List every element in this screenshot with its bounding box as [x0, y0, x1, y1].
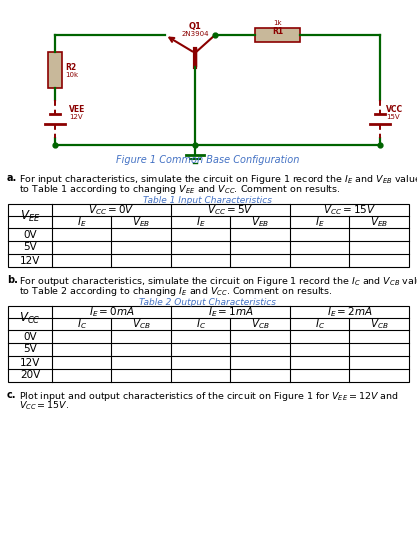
Text: $V_{CB}$: $V_{CB}$	[132, 317, 151, 331]
Text: $V_{CC} = 15V$.: $V_{CC} = 15V$.	[19, 400, 69, 413]
Text: $V_{CC}=5V$: $V_{CC}=5V$	[207, 203, 254, 217]
Text: $I_E$: $I_E$	[315, 215, 324, 229]
Text: VCC: VCC	[386, 105, 403, 113]
Text: 15V: 15V	[386, 114, 399, 120]
Text: $V_{CB}$: $V_{CB}$	[251, 317, 270, 331]
Text: $V_{CC}=0V$: $V_{CC}=0V$	[88, 203, 135, 217]
Text: $V_{CC}=15V$: $V_{CC}=15V$	[323, 203, 376, 217]
Text: $I_C$: $I_C$	[77, 317, 87, 331]
Text: 5V: 5V	[23, 345, 37, 355]
Bar	[8, 306, 409, 382]
Text: $I_C$: $I_C$	[315, 317, 325, 331]
Text: $I_E=2mA$: $I_E=2mA$	[327, 305, 372, 319]
Text: a.: a.	[7, 173, 17, 183]
Text: 2N3904: 2N3904	[181, 31, 209, 37]
Text: R2: R2	[65, 62, 76, 72]
Text: to Table 1 according to changing $V_{EE}$ and $V_{CC}$. Comment on results.: to Table 1 according to changing $V_{EE}…	[19, 183, 341, 196]
Text: 12V: 12V	[69, 114, 83, 120]
Text: For output characteristics, simulate the circuit on Figure 1 record the $I_C$ an: For output characteristics, simulate the…	[19, 275, 417, 288]
Text: $V_{EB}$: $V_{EB}$	[251, 215, 269, 229]
Text: Q1: Q1	[188, 22, 201, 32]
Text: b.: b.	[7, 275, 18, 285]
Text: 0V: 0V	[23, 331, 37, 341]
Text: 0V: 0V	[23, 230, 37, 240]
Text: For input characteristics, simulate the circuit on Figure 1 record the $I_E$ and: For input characteristics, simulate the …	[19, 173, 417, 186]
Text: Table 1 Input Characteristics: Table 1 Input Characteristics	[143, 196, 272, 205]
Text: $V_{EB}$: $V_{EB}$	[370, 215, 388, 229]
Text: $I_E=1mA$: $I_E=1mA$	[208, 305, 254, 319]
Text: $V_{CC}$: $V_{CC}$	[19, 310, 41, 326]
Text: 5V: 5V	[23, 242, 37, 252]
Text: R1: R1	[272, 27, 283, 36]
Text: to Table 2 according to changing $I_E$ and $V_{CC}$. Comment on results.: to Table 2 according to changing $I_E$ a…	[19, 285, 333, 298]
Bar	[255, 28, 300, 42]
Text: $I_E$: $I_E$	[77, 215, 87, 229]
Text: $I_C$: $I_C$	[196, 317, 206, 331]
Text: $V_{EB}$: $V_{EB}$	[132, 215, 151, 229]
Text: 1k: 1k	[273, 20, 282, 26]
Text: 12V: 12V	[20, 358, 40, 368]
Text: $V_{EE}$: $V_{EE}$	[20, 208, 40, 224]
Bar	[48, 52, 62, 88]
Text: Plot input and output characteristics of the circuit on Figure 1 for $V_{EE} = 1: Plot input and output characteristics of…	[19, 390, 399, 403]
Text: $I_E=0mA$: $I_E=0mA$	[88, 305, 134, 319]
Text: VEE: VEE	[69, 105, 85, 113]
Text: 12V: 12V	[20, 256, 40, 266]
Text: c.: c.	[7, 390, 17, 400]
Bar	[8, 204, 409, 267]
Text: 20V: 20V	[20, 370, 40, 380]
Text: $V_{CB}$: $V_{CB}$	[370, 317, 389, 331]
Text: Table 2 Output Characteristics: Table 2 Output Characteristics	[140, 298, 276, 307]
Text: Figure 1 Common Base Configuration: Figure 1 Common Base Configuration	[116, 155, 300, 165]
Text: 10k: 10k	[65, 72, 78, 78]
Text: $I_E$: $I_E$	[196, 215, 206, 229]
